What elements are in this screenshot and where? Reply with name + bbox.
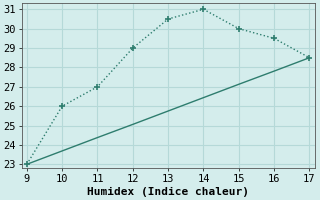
X-axis label: Humidex (Indice chaleur): Humidex (Indice chaleur) bbox=[87, 186, 249, 197]
